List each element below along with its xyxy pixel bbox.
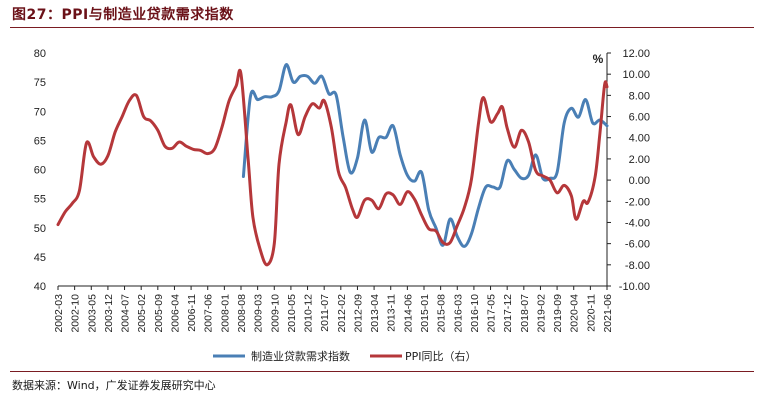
title-rule xyxy=(10,27,754,28)
x-tick-label: 2016-10 xyxy=(469,294,481,333)
right-tick-label: 0.00 xyxy=(629,175,650,187)
right-tick-label: 12.00 xyxy=(622,48,650,60)
right-tick-label: -4.00 xyxy=(625,217,650,229)
x-tick-label: 2020-04 xyxy=(569,294,581,333)
x-tick-label: 2021-06 xyxy=(602,294,614,333)
x-tick-label: 2014-06 xyxy=(402,294,414,333)
x-tick-label: 2010-05 xyxy=(286,294,298,333)
x-tick-label: 2002-03 xyxy=(53,294,65,333)
x-tick-label: 2020-11 xyxy=(585,294,597,332)
legend-label: 制造业贷款需求指数 xyxy=(251,349,350,363)
x-tick-label: 2012-09 xyxy=(352,294,364,333)
right-tick-label: 2.00 xyxy=(629,154,650,166)
loan-demand-series-line xyxy=(241,63,609,248)
left-tick-label: 40 xyxy=(34,281,46,293)
left-tick-label: 50 xyxy=(34,223,46,235)
x-tick-label: 2010-12 xyxy=(303,294,315,333)
x-tick-label: 2011-07 xyxy=(319,294,331,332)
series-layer xyxy=(56,63,609,267)
right-tick-label: -8.00 xyxy=(625,260,650,272)
right-axis-unit: % xyxy=(593,52,604,66)
source-note: 数据来源：Wind，广发证券发展研究中心 xyxy=(12,379,216,392)
x-tick-label: 2013-11 xyxy=(386,294,398,332)
right-tick-label: 8.00 xyxy=(629,90,650,102)
ppi-series-line xyxy=(56,68,609,267)
left-y-axis: 40 45 50 55 60 65 70 75 80 xyxy=(34,48,46,293)
x-tick-label: 2019-02 xyxy=(535,294,547,333)
x-tick-label: 2005-02 xyxy=(136,294,148,333)
left-tick-label: 55 xyxy=(34,194,46,206)
left-tick-label: 60 xyxy=(34,165,46,177)
x-tick-label: 2003-12 xyxy=(103,294,115,333)
x-tick-label: 2017-05 xyxy=(486,294,498,333)
left-tick-label: 75 xyxy=(34,77,46,89)
left-tick-label: 80 xyxy=(34,48,46,60)
right-tick-label: -10.00 xyxy=(619,281,650,293)
x-tick-label: 2008-01 xyxy=(219,294,231,333)
x-tick-label: 2015-08 xyxy=(436,294,448,333)
legend-label: PPI同比（右） xyxy=(405,349,477,363)
x-tick-label: 2006-04 xyxy=(169,294,181,333)
x-tick-label: 2019-09 xyxy=(552,294,564,333)
right-y-axis: -10.00 -8.00 -6.00 -4.00 -2.00 0.00 2.00 4.00 6.… xyxy=(593,48,650,293)
x-tick-label: 2009-03 xyxy=(253,294,265,333)
x-tick-label: 2018-07 xyxy=(519,294,531,333)
left-tick-label: 65 xyxy=(34,135,46,147)
x-tick-label: 2003-05 xyxy=(86,294,98,333)
right-tick-label: -6.00 xyxy=(625,239,650,251)
x-tick-label: 2017-12 xyxy=(502,294,514,333)
x-tick-label: 2016-03 xyxy=(452,294,464,333)
x-tick-label: 2008-08 xyxy=(236,294,248,333)
x-tick-label: 2012-02 xyxy=(336,294,348,333)
right-tick-label: 6.00 xyxy=(629,112,650,124)
right-tick-label: -2.00 xyxy=(625,196,650,208)
x-tick-label: 2015-01 xyxy=(419,294,431,333)
x-tick-label: 2013-04 xyxy=(369,294,381,333)
x-tick-label: 2002-10 xyxy=(70,294,82,333)
x-tick-label: 2005-09 xyxy=(153,294,165,333)
left-tick-label: 70 xyxy=(34,106,46,118)
figure-title: 图27：PPI与制造业贷款需求指数 xyxy=(12,7,234,23)
x-axis: 2002-03 2002-10 2003-05 2003-12 2004-07 2005-… xyxy=(53,285,614,333)
left-tick-label: 45 xyxy=(34,252,46,264)
right-tick-label: 10.00 xyxy=(622,69,650,81)
legend: 制造业贷款需求指数 PPI同比（右） xyxy=(213,349,477,363)
x-tick-label: 2004-07 xyxy=(120,294,132,333)
right-tick-label: 4.00 xyxy=(629,133,650,145)
x-tick-label: 2007-06 xyxy=(203,294,215,333)
source-rule xyxy=(10,371,754,372)
x-tick-label: 2009-10 xyxy=(269,294,281,333)
x-tick-label: 2006-11 xyxy=(186,294,198,332)
